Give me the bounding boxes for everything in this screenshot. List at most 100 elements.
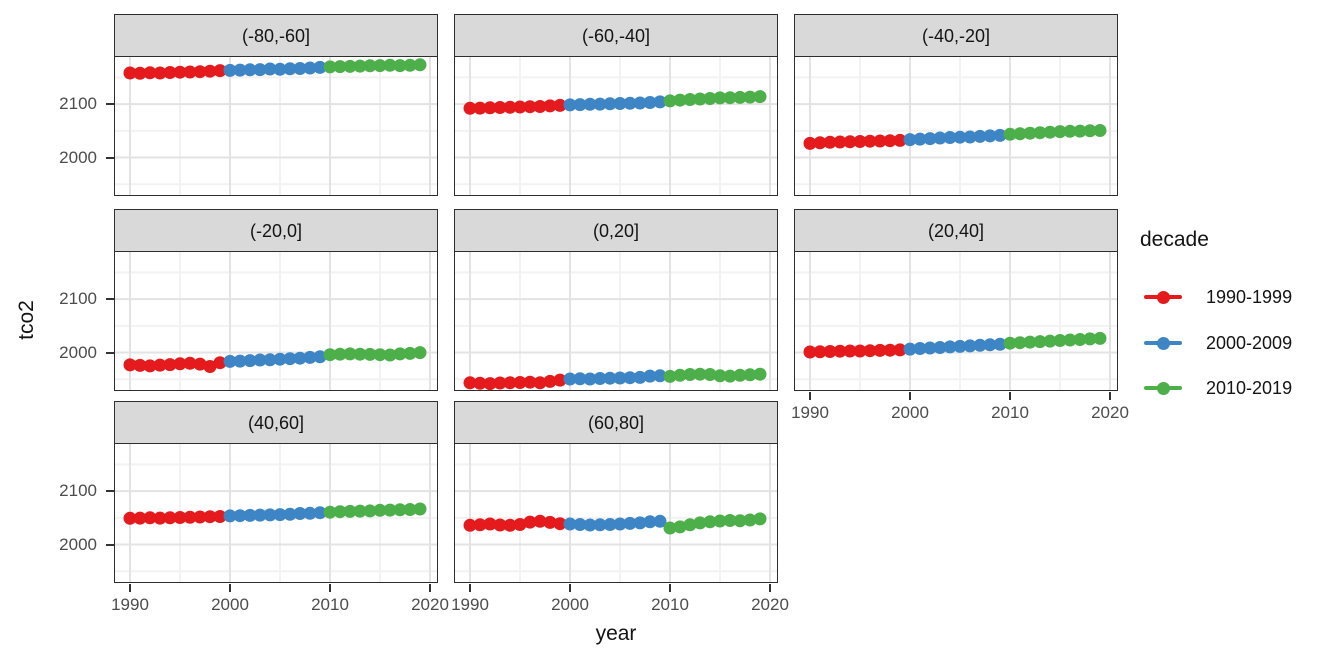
data-point xyxy=(363,59,377,73)
data-point xyxy=(393,347,407,361)
data-point xyxy=(473,101,487,115)
data-point xyxy=(823,345,837,358)
data-point xyxy=(983,338,997,352)
data-point xyxy=(923,341,937,355)
legend-entry: 1990-1999 xyxy=(1144,287,1292,307)
data-point xyxy=(743,513,757,527)
data-point xyxy=(263,62,277,76)
y-tick-label: 2100 xyxy=(59,481,97,501)
data-point xyxy=(723,369,737,383)
data-point xyxy=(363,504,377,518)
data-point xyxy=(153,66,167,80)
y-axis-tick xyxy=(106,298,114,301)
data-point xyxy=(413,346,427,360)
data-point xyxy=(903,342,917,356)
data-point xyxy=(303,350,317,364)
data-point xyxy=(343,347,357,361)
data-point xyxy=(693,92,707,106)
facet-strip: (0,20] xyxy=(454,209,778,253)
data-point xyxy=(733,90,747,104)
data-point xyxy=(1003,336,1017,350)
data-point xyxy=(573,372,587,386)
data-point xyxy=(613,517,627,531)
data-point xyxy=(1063,124,1077,138)
data-point xyxy=(553,98,567,112)
data-point xyxy=(323,505,337,519)
x-axis-tick xyxy=(1109,392,1111,400)
data-point xyxy=(623,96,637,110)
facet-plot-area xyxy=(455,57,777,195)
x-tick-label: 1990 xyxy=(111,595,149,614)
data-point xyxy=(813,345,827,359)
legend-key-icon xyxy=(1144,381,1182,395)
facet-panel xyxy=(114,56,438,196)
x-tick-label: 2020 xyxy=(1091,403,1129,422)
data-point xyxy=(603,371,617,385)
facet-plot-area xyxy=(795,252,1117,390)
data-point xyxy=(523,375,537,389)
data-point xyxy=(303,506,317,520)
data-point xyxy=(353,347,367,361)
data-point xyxy=(563,372,577,386)
data-point xyxy=(883,134,897,148)
data-point xyxy=(293,62,307,75)
data-point xyxy=(1053,334,1067,347)
data-point xyxy=(233,354,247,368)
facet-plot-area xyxy=(115,57,437,195)
data-point xyxy=(863,134,877,148)
y-tick-label: 2000 xyxy=(59,342,97,362)
data-point xyxy=(503,518,517,532)
x-tick-label: 2010 xyxy=(311,595,349,614)
data-point xyxy=(463,101,477,115)
x-axis-tick xyxy=(909,392,911,400)
x-tick-label: 1990 xyxy=(451,595,489,614)
y-tick-label: 2000 xyxy=(59,534,97,554)
data-point xyxy=(403,503,417,516)
data-point xyxy=(1093,124,1107,137)
data-point xyxy=(283,352,297,366)
data-point xyxy=(1053,125,1067,139)
facet-panel xyxy=(454,443,778,583)
data-point xyxy=(663,369,677,383)
data-point xyxy=(293,507,307,520)
data-point xyxy=(733,368,747,382)
data-point xyxy=(143,511,157,525)
data-point xyxy=(513,376,527,389)
data-point xyxy=(403,346,417,360)
data-point xyxy=(183,356,197,370)
data-point xyxy=(223,509,237,523)
data-point xyxy=(293,351,307,365)
data-point xyxy=(1063,333,1077,347)
data-point xyxy=(693,367,707,381)
data-point xyxy=(273,352,287,366)
data-point xyxy=(233,509,247,523)
data-point xyxy=(1093,331,1107,345)
data-point xyxy=(823,135,837,149)
x-tick-label: 2020 xyxy=(751,595,789,614)
data-point xyxy=(143,66,157,80)
data-point xyxy=(123,358,137,372)
data-point xyxy=(483,377,497,390)
data-point xyxy=(893,133,907,147)
x-axis-tick xyxy=(669,584,671,592)
data-point xyxy=(193,510,207,524)
facet-plot-area xyxy=(115,444,437,582)
data-point xyxy=(493,376,507,390)
data-point xyxy=(683,93,697,106)
data-point xyxy=(393,503,407,517)
data-point xyxy=(573,518,587,531)
x-tick-label: 1990 xyxy=(791,403,829,422)
data-point xyxy=(483,101,497,115)
data-point xyxy=(283,62,297,76)
facet-strip-label: (0,20] xyxy=(592,220,640,241)
data-point xyxy=(203,510,217,524)
facet-plot-area xyxy=(455,444,777,582)
facet-strip: (40,60] xyxy=(114,401,438,445)
data-point xyxy=(583,97,597,111)
data-point xyxy=(193,65,207,79)
data-point xyxy=(313,60,327,74)
data-point xyxy=(363,347,377,361)
data-point xyxy=(203,360,217,373)
data-point xyxy=(123,511,137,525)
